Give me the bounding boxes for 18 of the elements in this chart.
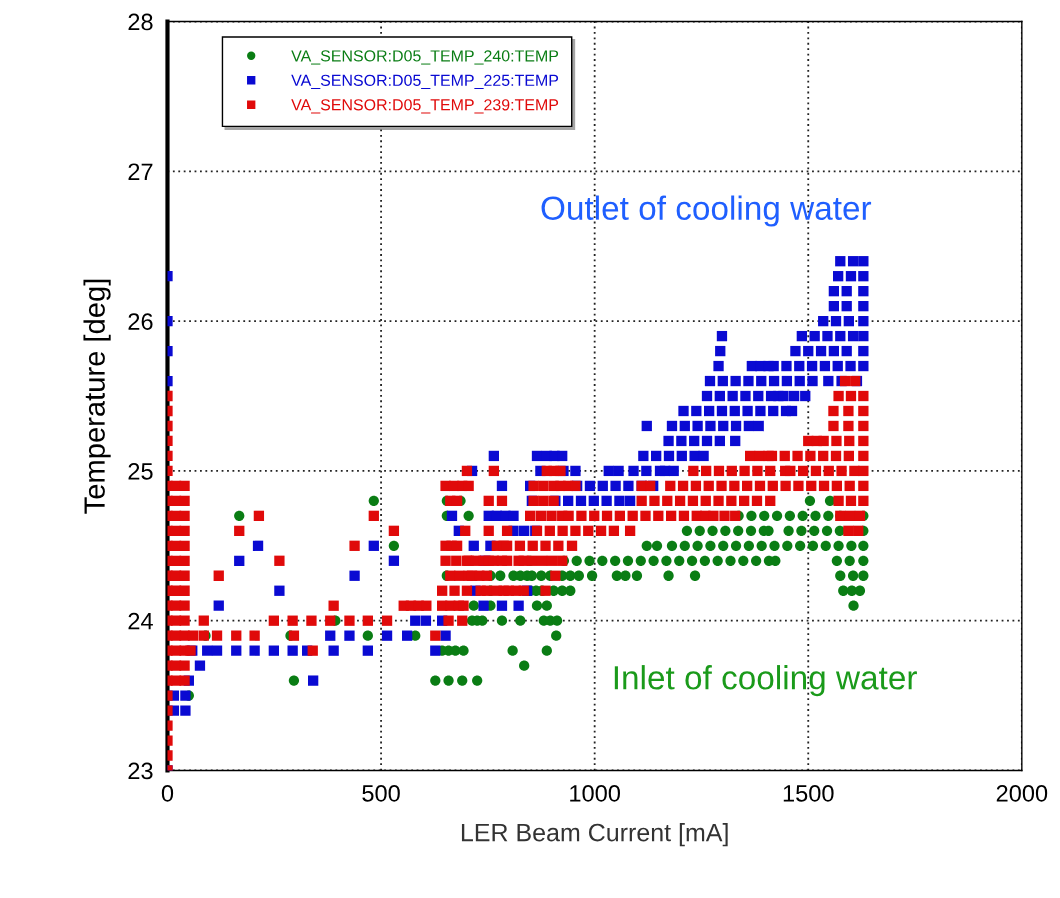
y-tick-label: 28 [128, 13, 153, 31]
y-axis-title: Temperature [deg] [83, 279, 111, 514]
x-tick-label: 2000 [996, 785, 1048, 802]
x-tick-label: 0 [161, 785, 174, 802]
x-tick-label: 1000 [570, 785, 620, 802]
x-axis-title: LER Beam Current [mA] [461, 823, 728, 847]
y-tick-label: 24 [128, 612, 153, 630]
legend-label: VA_SENSOR:D05_TEMP_239:TEMP [291, 99, 559, 114]
legend-label: VA_SENSOR:D05_TEMP_225:TEMP [291, 74, 559, 90]
legend-label: VA_SENSOR:D05_TEMP_240:TEMP [291, 50, 559, 65]
annotation: Inlet of cooling water [614, 665, 917, 697]
y-tick-label: 23 [128, 762, 153, 780]
y-tick-label: 26 [128, 313, 153, 330]
y-tick-label: 25 [128, 462, 153, 480]
x-tick-label: 1500 [783, 785, 834, 802]
x-tick-label: 500 [362, 785, 400, 802]
y-tick-label: 27 [128, 163, 153, 180]
annotation: Outlet of cooling water [541, 195, 872, 227]
